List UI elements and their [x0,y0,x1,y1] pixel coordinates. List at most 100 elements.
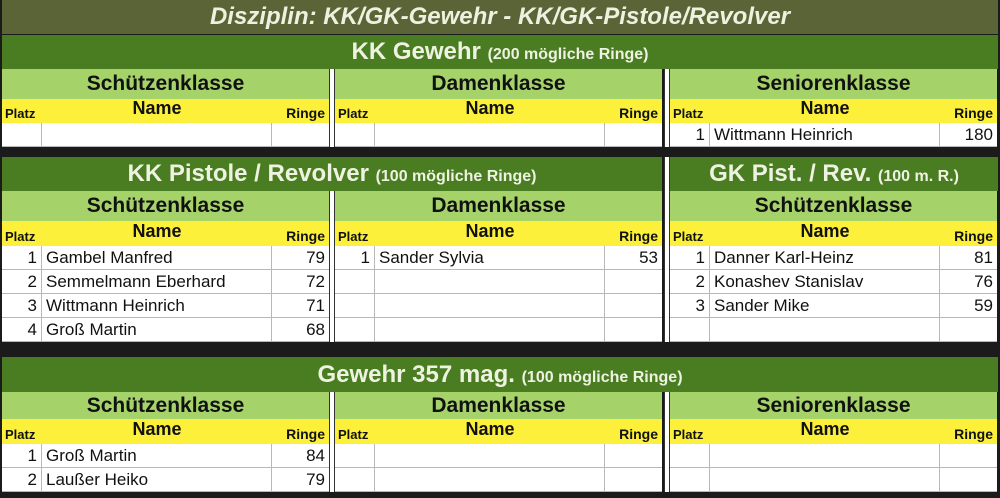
cell-ringe [940,444,997,467]
cell-platz: 1 [2,444,42,467]
cell-platz [670,468,710,491]
table-row [335,270,662,294]
cell-name [375,318,605,341]
panel-divider [664,157,670,342]
table-row [335,123,662,147]
cell-name [710,468,940,491]
cell-platz: 2 [670,270,710,293]
column-header-name: Name [132,221,182,241]
cell-name: Gambel Manfred [42,246,272,269]
column-header-name: Name [800,221,850,241]
column-header-ringe: Ringe [286,228,325,244]
table-row [335,468,662,492]
panel-divider [664,392,670,492]
table-row: 4 Groß Martin 68 [2,318,329,342]
column-headers: Platz Name Ringe [2,221,329,246]
cell-name: Konashev Stanislav [710,270,940,293]
table-row: 1 Groß Martin 84 [2,444,329,468]
cell-ringe [940,468,997,491]
cell-name [375,294,605,317]
cell-platz: 2 [2,270,42,293]
cell-ringe [272,123,329,146]
cell-name [375,270,605,293]
cell-name: Sander Sylvia [375,246,605,269]
table-row: 2 Konashev Stanislav 76 [670,270,997,294]
table-row [335,294,662,318]
column-headers: Platz Name Ringe [2,98,329,123]
table-row [2,123,329,147]
cell-platz: 1 [670,123,710,146]
results-panel: Schützenklasse Platz Name Ringe 1 Gambel Manf… [2,191,329,342]
cell-name: Groß Martin [42,444,272,467]
column-header-name: Name [132,419,182,439]
section-subtitle: (200 mögliche Ringe) [487,46,649,63]
panel-divider [329,191,335,342]
section-title: KK Gewehr [351,38,481,65]
cell-ringe: 180 [964,124,993,144]
cell-platz: 4 [2,318,42,341]
column-header-ringe: Ringe [954,426,993,442]
class-header: Seniorenklasse [670,392,997,419]
table-row: 1 Sander Sylvia 53 [335,246,662,270]
column-headers: Platz Name Ringe [670,419,997,444]
table-row [335,444,662,468]
cell-ringe [605,444,662,467]
results-panel: Schützenklasse Platz Name Ringe [2,69,329,147]
class-header: Schützenklasse [2,69,329,99]
column-header-platz: Platz [673,229,704,244]
cell-ringe [605,270,662,293]
cell-name: Groß Martin [42,318,272,341]
cell-platz [335,123,375,146]
cell-name: Wittmann Heinrich [42,294,272,317]
cell-ringe: 81 [974,247,993,267]
section-subtitle: (100 mögliche Ringe) [375,168,537,185]
column-header-ringe: Ringe [954,105,993,121]
results-panel: Schützenklasse Platz Name Ringe 1 Groß Martin… [2,392,329,492]
cell-platz [670,318,710,341]
cell-platz [335,468,375,491]
section-subtitle: (100 m. R.) [878,168,959,185]
results-panel: Seniorenklasse Platz Name Ringe [670,392,997,492]
cell-ringe [605,318,662,341]
cell-platz: 3 [2,294,42,317]
section-title: KK Pistole / Revolver [127,160,369,187]
table-row [670,318,997,342]
section-header: GK Pist. / Rev. (100 m. R.) [670,157,998,191]
cell-platz: 1 [335,246,375,269]
cell-platz [335,318,375,341]
cell-name [710,318,940,341]
column-header-name: Name [465,419,515,439]
column-header-platz: Platz [338,229,369,244]
cell-ringe [605,468,662,491]
cell-platz: 1 [670,246,710,269]
column-header-name: Name [800,98,850,118]
table-row [670,468,997,492]
panel-divider [329,392,335,492]
panel-divider [329,69,335,147]
column-header-ringe: Ringe [286,105,325,121]
cell-name: Semmelmann Eberhard [42,270,272,293]
cell-name [710,444,940,467]
class-header: Schützenklasse [2,191,329,221]
table-row: 1 Wittmann Heinrich 180 [670,123,997,147]
column-headers: Platz Name Ringe [670,221,997,246]
cell-ringe [940,318,997,341]
column-headers: Platz Name Ringe [2,419,329,444]
column-headers: Platz Name Ringe [670,98,997,123]
table-row: 2 Semmelmann Eberhard 72 [2,270,329,294]
column-header-platz: Platz [673,106,704,121]
column-headers: Platz Name Ringe [335,419,662,444]
results-panel: Seniorenklasse Platz Name Ringe 1 Wittmann He… [670,69,997,147]
cell-ringe: 68 [306,319,325,339]
section-subtitle: (100 mögliche Ringe) [521,369,683,386]
column-header-ringe: Ringe [954,228,993,244]
class-header: Damenklasse [335,69,662,99]
column-header-platz: Platz [673,427,704,442]
cell-name: Danner Karl-Heinz [710,246,940,269]
column-header-platz: Platz [5,427,36,442]
table-row: 3 Wittmann Heinrich 71 [2,294,329,318]
section-header: Gewehr 357 mag. (100 mögliche Ringe) [2,357,998,392]
section-header: KK Pistole / Revolver (100 mögliche Ring… [2,157,662,191]
column-header-ringe: Ringe [286,426,325,442]
cell-platz [2,123,42,146]
